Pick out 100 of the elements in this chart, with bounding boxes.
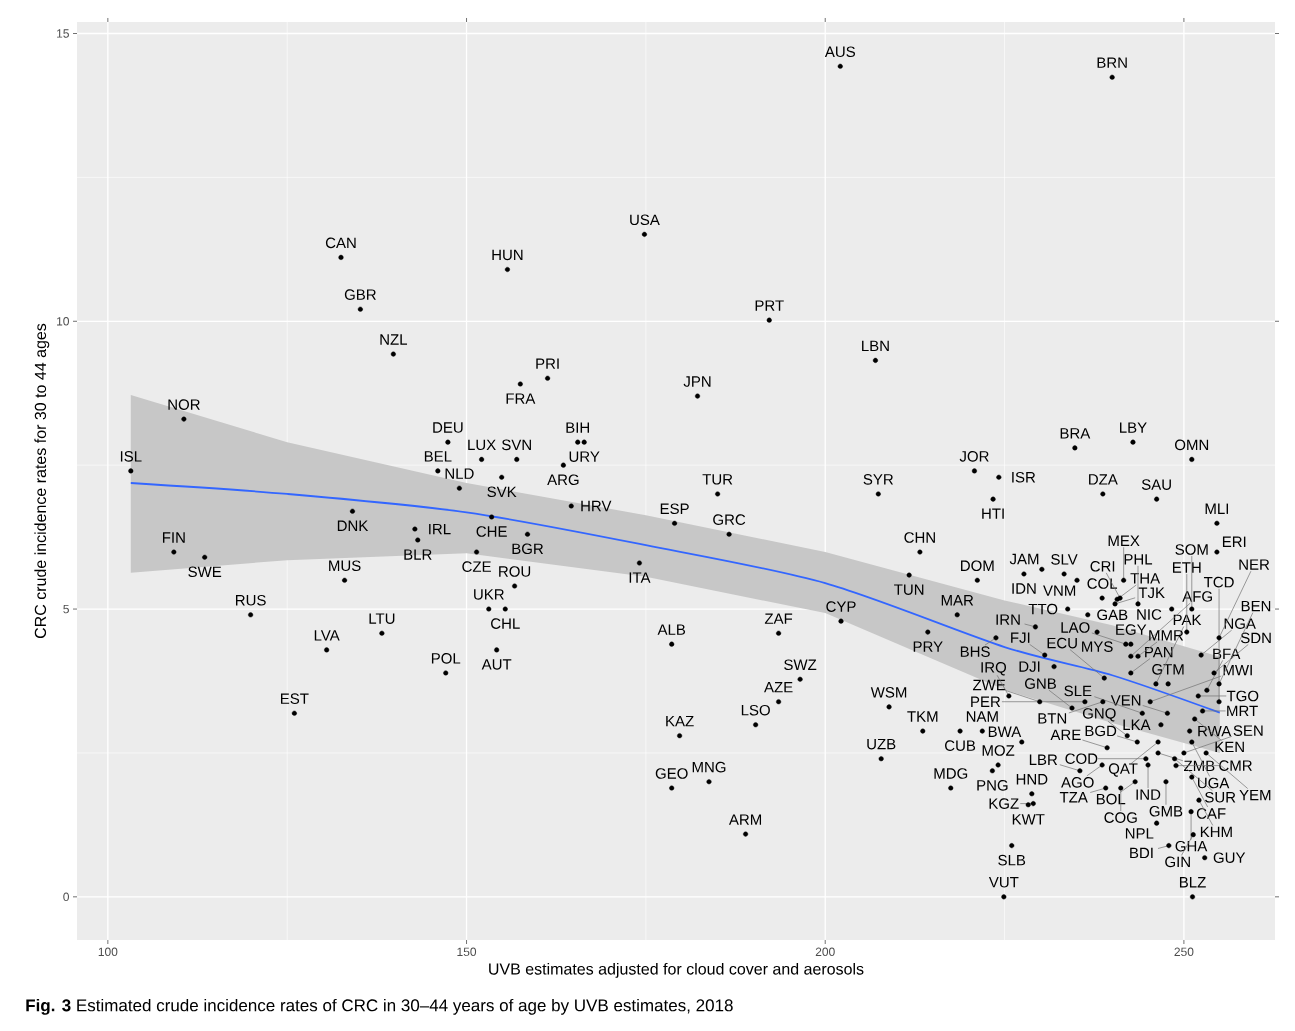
annotation: GNB xyxy=(1025,678,1056,689)
annotation: NPL xyxy=(1125,828,1154,839)
annotation: NIC xyxy=(1137,609,1162,620)
annotation: ARG xyxy=(547,474,579,486)
annotation: EGY xyxy=(1116,624,1147,635)
annotation: IDN xyxy=(1012,583,1036,594)
annotation: BHS xyxy=(960,646,990,657)
annotation: TUN xyxy=(894,584,924,595)
annotation: BRA xyxy=(1060,428,1091,439)
annotation: BEN xyxy=(1241,600,1271,612)
annotation: CRI xyxy=(1090,561,1115,572)
annotation: TCD xyxy=(1203,576,1234,588)
annotation: KAZ xyxy=(666,715,694,727)
annotation: LUX xyxy=(468,439,496,451)
annotation: FIN xyxy=(162,532,185,543)
annotation: DOM xyxy=(961,560,994,572)
annotation: SWE xyxy=(188,566,222,578)
annotation: SOM xyxy=(1175,544,1208,555)
annotation: DEU xyxy=(433,422,463,433)
annotation: GAB xyxy=(1097,609,1128,621)
annotation: GHA xyxy=(1175,840,1208,852)
annotation: MUS xyxy=(329,560,361,572)
annotation: COD xyxy=(1065,753,1098,764)
annotation: TTO xyxy=(1028,603,1058,615)
annotation: PHL xyxy=(1124,554,1153,565)
annotation: LBR xyxy=(1029,754,1058,765)
annotation: BGD xyxy=(1085,725,1117,737)
annotation: BRN xyxy=(1097,57,1127,68)
annotation: MEX xyxy=(1108,535,1140,546)
annotation: LBN xyxy=(862,340,889,352)
annotation: PAN xyxy=(1145,646,1173,658)
annotation: MOZ xyxy=(982,745,1015,756)
annotation: IRN xyxy=(996,614,1020,625)
annotation: QAT xyxy=(1108,763,1138,777)
annotation: CAN xyxy=(325,237,356,249)
annotation: LBY xyxy=(1120,422,1147,433)
annotation: BTN xyxy=(1038,713,1067,724)
x-tick-label: 200 xyxy=(815,947,835,957)
y-axis-title: CRC crude incidence rates for 30 to 44 ages xyxy=(34,323,50,639)
annotation: ZAF xyxy=(764,613,793,624)
annotation: ISR xyxy=(1012,471,1036,483)
annotation: VUT xyxy=(988,877,1019,888)
annotation: PRY xyxy=(913,641,943,652)
annotation: PRT xyxy=(755,300,784,311)
annotation: LVA xyxy=(314,630,340,641)
annotation: ALB xyxy=(657,624,686,635)
annotation: DNK xyxy=(337,520,369,531)
annotation: LSO xyxy=(741,704,770,716)
annotation: MRT xyxy=(1227,705,1258,717)
annotation: RUS xyxy=(235,594,266,606)
annotation: HUN xyxy=(492,249,523,261)
annotation: IRQ xyxy=(981,662,1007,676)
annotation: TUR xyxy=(702,474,733,485)
annotation: DZA xyxy=(1089,474,1118,485)
annotation: OMN xyxy=(1175,439,1209,451)
annotation: KWT xyxy=(1012,814,1045,825)
annotation: BLZ xyxy=(1179,877,1206,888)
annotation: PRI xyxy=(536,358,559,369)
annotation: BIH xyxy=(566,422,589,433)
annotation: TZA xyxy=(1059,792,1088,803)
annotation: URY xyxy=(569,451,600,462)
annotation: UZB xyxy=(867,738,896,750)
annotation: THA xyxy=(1130,573,1161,584)
x-axis-title: UVB estimates adjusted for cloud cover and aerosols xyxy=(489,962,864,978)
annotation: PAK xyxy=(1173,614,1202,626)
annotation: CZE xyxy=(462,561,491,572)
annotation: SWZ xyxy=(784,659,817,671)
annotation: ARM xyxy=(728,814,762,825)
annotation: CHE xyxy=(476,526,507,537)
annotation: ESP xyxy=(660,503,689,515)
annotation: NER xyxy=(1239,559,1270,570)
annotation: KEN xyxy=(1215,741,1244,753)
annotation: MDG xyxy=(934,768,968,779)
annotation: POL xyxy=(431,653,461,664)
annotation: BWA xyxy=(988,726,1022,737)
x-tick-label: 250 xyxy=(1174,947,1194,957)
annotation: CHL xyxy=(491,618,520,629)
annotation: KHM xyxy=(1200,826,1232,838)
annotation: COG xyxy=(1104,812,1137,823)
annotation: LAO xyxy=(1061,622,1090,633)
annotation: JAM xyxy=(1009,553,1039,565)
annotation: EST xyxy=(281,693,309,704)
annotation: FRA xyxy=(506,393,536,404)
annotation: YEM xyxy=(1239,789,1271,801)
annotation: SYR xyxy=(863,474,894,485)
annotation: SLB xyxy=(998,854,1026,866)
annotation: IND xyxy=(1136,789,1161,800)
annotation: JOR xyxy=(959,451,989,462)
annotation: LKA xyxy=(1123,719,1151,730)
annotation: ERI xyxy=(1222,536,1246,547)
annotation: MMR xyxy=(1149,630,1184,641)
annotation: HRV xyxy=(581,500,612,512)
annotation: SVN xyxy=(502,439,531,451)
annotation: GUY xyxy=(1213,852,1246,863)
x-tick-label: 100 xyxy=(98,947,118,957)
annotation: GNQ xyxy=(1082,708,1116,722)
annotation: UGA xyxy=(1198,777,1230,789)
annotation: HTI xyxy=(982,508,1004,519)
annotation: NGA xyxy=(1224,618,1256,629)
annotation: RWA xyxy=(1198,725,1232,737)
